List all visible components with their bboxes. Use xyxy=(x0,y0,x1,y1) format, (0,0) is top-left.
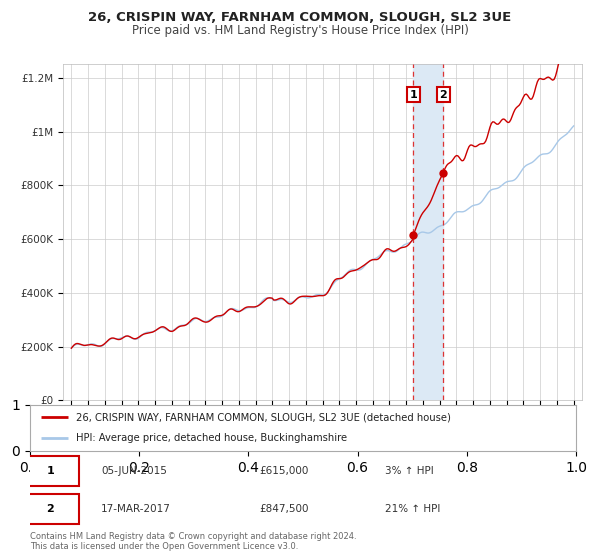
Text: 17-MAR-2017: 17-MAR-2017 xyxy=(101,504,171,514)
Text: HPI: Average price, detached house, Buckinghamshire: HPI: Average price, detached house, Buck… xyxy=(76,433,347,444)
Text: £615,000: £615,000 xyxy=(259,466,308,476)
Text: 3% ↑ HPI: 3% ↑ HPI xyxy=(385,466,434,476)
Text: 2: 2 xyxy=(439,90,447,100)
Text: Price paid vs. HM Land Registry's House Price Index (HPI): Price paid vs. HM Land Registry's House … xyxy=(131,24,469,36)
Text: 26, CRISPIN WAY, FARNHAM COMMON, SLOUGH, SL2 3UE (detached house): 26, CRISPIN WAY, FARNHAM COMMON, SLOUGH,… xyxy=(76,412,451,422)
Bar xyxy=(413,64,443,400)
Text: 1: 1 xyxy=(46,466,54,476)
Text: 1: 1 xyxy=(410,90,417,100)
Text: This data is licensed under the Open Government Licence v3.0.: This data is licensed under the Open Gov… xyxy=(30,542,298,550)
Text: 2: 2 xyxy=(46,504,54,514)
FancyBboxPatch shape xyxy=(22,494,79,524)
Text: 05-JUN-2015: 05-JUN-2015 xyxy=(101,466,167,476)
Text: £847,500: £847,500 xyxy=(259,504,309,514)
Text: 26, CRISPIN WAY, FARNHAM COMMON, SLOUGH, SL2 3UE: 26, CRISPIN WAY, FARNHAM COMMON, SLOUGH,… xyxy=(88,11,512,24)
Text: Contains HM Land Registry data © Crown copyright and database right 2024.: Contains HM Land Registry data © Crown c… xyxy=(30,532,356,541)
FancyBboxPatch shape xyxy=(22,456,79,486)
Text: 21% ↑ HPI: 21% ↑ HPI xyxy=(385,504,440,514)
